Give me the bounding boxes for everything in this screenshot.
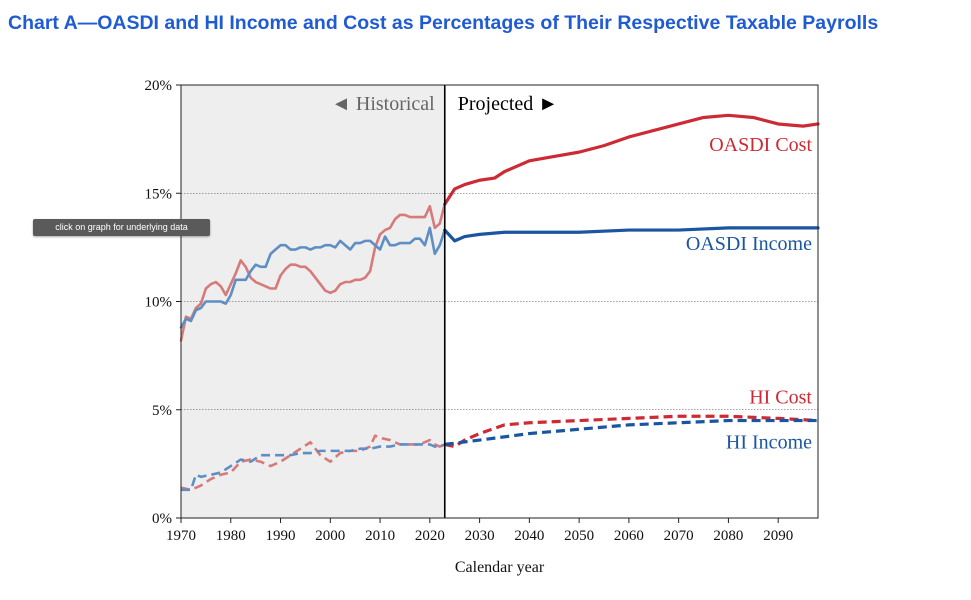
y-tick-label: 0%: [152, 511, 172, 527]
oasdi-cost-line-historical[interactable]: [179, 202, 447, 342]
x-tick-label: 1970: [166, 528, 196, 544]
x-tick-label: 1990: [266, 528, 296, 544]
y-tick-label: 15%: [145, 186, 173, 202]
x-tick-label: 2050: [564, 528, 594, 544]
oasdi-income-line-projected[interactable]: [443, 226, 820, 243]
oasdi-income-label: OASDI Income: [686, 233, 812, 255]
historical-label: ◄ Historical: [331, 93, 435, 115]
underlying-data-tooltip: click on graph for underlying data: [33, 219, 210, 236]
x-tick-label: 1980: [216, 528, 246, 544]
oasdi-income-line-historical[interactable]: [179, 226, 447, 329]
x-tick-label: 2040: [514, 528, 544, 544]
x-axis-label: Calendar year: [455, 559, 545, 576]
x-tick-label: 2090: [763, 528, 793, 544]
y-tick-label: 20%: [145, 78, 173, 94]
grid-lines: [181, 192, 818, 411]
x-tick-label: 2000: [315, 528, 345, 544]
series-labels: OASDI Cost OASDI Income HI Cost HI Income: [686, 134, 813, 454]
hi-income-line-projected[interactable]: [444, 418, 818, 446]
hi-cost-label: HI Cost: [749, 386, 812, 408]
x-axis-ticks: 1970 1980 1990 2000 2010 2020 2030 2040 2050 2060…: [166, 518, 793, 544]
x-tick-label: 2060: [614, 528, 644, 544]
y-tick-label: 5%: [152, 403, 172, 419]
oasdi-cost-label: OASDI Cost: [709, 134, 812, 156]
x-tick-label: 2070: [664, 528, 694, 544]
projected-label: Projected ►: [458, 93, 558, 115]
x-tick-label: 2020: [415, 528, 445, 544]
x-tick-label: 2030: [465, 528, 495, 544]
series-layer[interactable]: [179, 113, 820, 492]
hi-income-label: HI Income: [726, 432, 812, 454]
y-tick-label: 10%: [145, 295, 173, 311]
x-tick-label: 2080: [713, 528, 743, 544]
y-axis-ticks: 0% 5% 10% 15% 20%: [145, 78, 181, 527]
x-tick-label: 2010: [365, 528, 395, 544]
hi-cost-line-historical[interactable]: [180, 434, 446, 492]
hi-income-line-historical[interactable]: [181, 443, 446, 492]
oasdi-cost-line-projected[interactable]: [443, 113, 820, 206]
page-title: Chart A—OASDI and HI Income and Cost as …: [8, 12, 879, 34]
